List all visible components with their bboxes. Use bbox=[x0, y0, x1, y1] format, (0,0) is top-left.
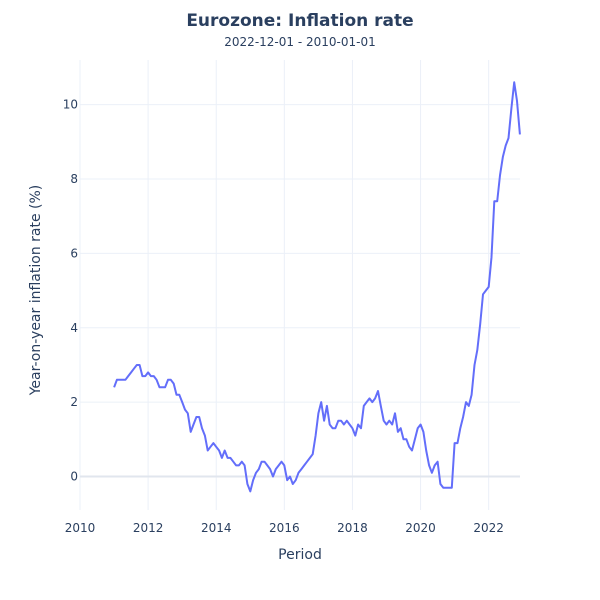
x-tick-label: 2022 bbox=[473, 521, 504, 535]
x-tick-label: 2018 bbox=[337, 521, 368, 535]
series-group bbox=[113, 81, 521, 493]
chart-subtitle: 2022-12-01 - 2010-01-01 bbox=[224, 35, 376, 49]
y-axis-title: Year-on-year inflation rate (%) bbox=[28, 185, 44, 397]
x-tick-label: 2012 bbox=[133, 521, 164, 535]
y-tick-label: 0 bbox=[70, 470, 78, 484]
chart-title: Eurozone: Inflation rate bbox=[186, 11, 414, 31]
x-axis-title: Period bbox=[278, 547, 322, 563]
y-tick-label: 8 bbox=[70, 172, 78, 186]
x-tick-label: 2016 bbox=[269, 521, 300, 535]
y-axis-ticks: 0 2 4 6 8 10 bbox=[63, 98, 78, 484]
inflation-series-line bbox=[113, 81, 521, 493]
x-axis-ticks: 2010 2012 2014 2016 2018 2020 2022 bbox=[65, 521, 504, 535]
y-tick-label: 4 bbox=[70, 321, 78, 335]
y-tick-label: 2 bbox=[70, 395, 78, 409]
x-tick-label: 2010 bbox=[65, 521, 96, 535]
x-tick-label: 2014 bbox=[201, 521, 232, 535]
y-tick-label: 6 bbox=[70, 246, 78, 260]
x-tick-label: 2020 bbox=[405, 521, 436, 535]
gridlines bbox=[79, 60, 520, 510]
y-tick-label: 10 bbox=[63, 98, 78, 112]
